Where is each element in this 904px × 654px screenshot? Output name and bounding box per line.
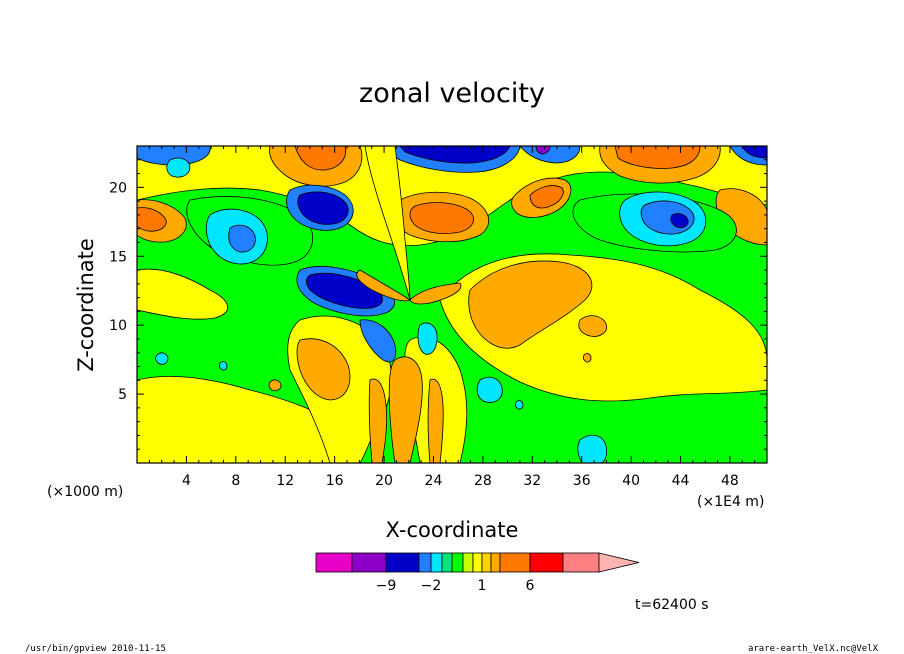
colorbar-swatch xyxy=(351,552,387,573)
x-tick-label: 16 xyxy=(326,473,344,489)
colorbar-swatch xyxy=(529,552,564,573)
contour-region xyxy=(417,322,438,355)
plot-area xyxy=(136,145,768,464)
y-axis-label: Z-coordinate xyxy=(74,238,98,372)
y-tick-label: 5 xyxy=(118,387,127,403)
contour-region xyxy=(476,376,503,403)
x-tick-label: 32 xyxy=(523,473,541,489)
x-tick-label: 8 xyxy=(231,473,240,489)
contour-region xyxy=(614,146,701,169)
y-unit-label: (×1E4 m) xyxy=(697,494,764,510)
colorbar-swatch xyxy=(418,552,432,573)
x-tick-label: 40 xyxy=(622,473,640,489)
contour-region xyxy=(670,213,689,228)
contour-region xyxy=(155,352,169,365)
colorbar: −9 −2 1 6 xyxy=(315,552,640,594)
contour-region xyxy=(218,361,228,371)
colorbar-swatch xyxy=(490,552,501,573)
contour-region xyxy=(297,191,349,225)
x-tick-label: 36 xyxy=(573,473,591,489)
contour-region xyxy=(468,260,593,349)
colorbar-swatch xyxy=(499,552,531,573)
colorbar-swatch xyxy=(462,552,474,573)
contour-region xyxy=(577,434,608,463)
contour-region xyxy=(514,400,524,410)
contour-region xyxy=(388,356,423,463)
contour-region xyxy=(228,224,256,253)
colorbar-swatch xyxy=(430,552,443,573)
colorbar-tick-label: −2 xyxy=(421,578,442,594)
contour-region xyxy=(529,185,564,209)
chart-title: zonal velocity xyxy=(359,78,545,109)
y-tick-label: 20 xyxy=(109,180,127,196)
x-tick-label: 28 xyxy=(474,473,492,489)
contour-region xyxy=(294,146,347,171)
contour-region xyxy=(296,338,351,401)
contour-region xyxy=(715,188,767,246)
x-unit-label: (×1000 m) xyxy=(47,484,123,500)
contour-region xyxy=(166,157,191,178)
x-tick-label: 20 xyxy=(375,473,393,489)
x-axis: 4 8 12 16 20 24 28 32 36 40 44 48 xyxy=(148,146,756,489)
contour-region xyxy=(409,202,474,234)
contour-region xyxy=(578,315,607,337)
colorbar-swatch xyxy=(385,552,420,573)
x-axis-label: X-coordinate xyxy=(386,518,519,542)
contour-region xyxy=(741,146,767,159)
x-tick-label: 24 xyxy=(425,473,443,489)
contour-region xyxy=(409,282,462,305)
colorbar-swatch xyxy=(481,552,492,573)
x-tick-label: 44 xyxy=(672,473,690,489)
y-tick-label: 10 xyxy=(109,318,127,334)
contour-field xyxy=(137,146,767,463)
timestamp-label: t=62400 s xyxy=(635,597,709,613)
x-tick-label: 12 xyxy=(276,473,294,489)
colorbar-tick-label: 1 xyxy=(478,578,487,594)
contour-region xyxy=(268,379,282,392)
colorbar-extend-arrow xyxy=(598,552,640,573)
plot-frame xyxy=(136,145,768,464)
colorbar-swatch xyxy=(562,552,600,573)
colorbar-tick-label: 6 xyxy=(526,578,535,594)
x-tick-label: 48 xyxy=(721,473,739,489)
y-tick-label: 15 xyxy=(109,249,127,265)
footer-left: /usr/bin/gpview 2010-11-15 xyxy=(25,644,166,654)
contour-region xyxy=(359,319,397,363)
colorbar-swatch xyxy=(315,552,353,573)
contour-region xyxy=(305,272,383,309)
x-tick-label: 4 xyxy=(182,473,191,489)
contour-region xyxy=(364,146,411,301)
contour-region xyxy=(535,146,551,155)
contour-region xyxy=(356,269,411,302)
contour-region xyxy=(427,378,444,463)
colorbar-swatch xyxy=(472,552,483,573)
contour-region xyxy=(519,146,581,164)
colorbar-swatch xyxy=(451,552,464,573)
contour-region xyxy=(582,353,592,363)
colorbar-swatch xyxy=(441,552,453,573)
colorbar-tick-label: −9 xyxy=(376,578,397,594)
footer-right: arare-earth_VelX.nc@VelX xyxy=(748,644,879,654)
contour-region xyxy=(368,378,388,463)
y-axis: 5 10 15 20 xyxy=(109,159,767,450)
contour-region xyxy=(137,268,228,320)
